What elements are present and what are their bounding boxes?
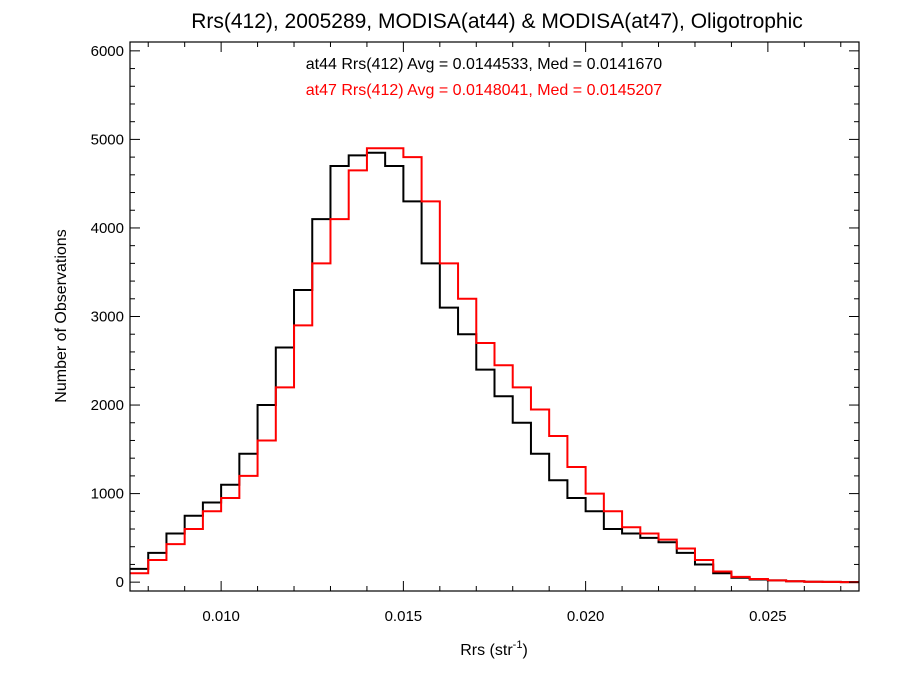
annotation-at47: at47 Rrs(412) Avg = 0.0148041, Med = 0.0… [306,82,663,99]
plot-lines [130,147,859,584]
y-tick-label: 4000 [91,220,124,237]
x-tick-label: 0.015 [385,608,423,625]
y-tick-label: 1000 [91,486,124,503]
y-axis-label: Number of Observations [53,229,70,402]
x-axis-label-close: ) [522,642,527,659]
x-tick-label: 0.020 [567,608,605,625]
annotation-at44: at44 Rrs(412) Avg = 0.0144533, Med = 0.0… [306,56,663,73]
x-axis-label-sup: -1 [513,639,523,651]
y-axis: 0 1000 2000 3000 4000 5000 6000 [91,43,859,591]
chart-title: Rrs(412), 2005289, MODISA(at44) & MODISA… [191,10,803,33]
x-axis-label: Rrs (str-1) [460,639,528,659]
y-tick-label: 3000 [91,309,124,326]
x-axis: 0.010 0.015 0.020 0.025 [147,42,842,625]
x-tick-label: 0.010 [202,608,240,625]
y-tick-label: 0 [116,574,124,591]
plot-frame [129,41,860,592]
series-line-0 [130,151,859,584]
y-tick-label: 2000 [91,397,124,414]
series-line-1 [130,147,859,584]
y-tick-label: 5000 [91,131,124,148]
y-tick-label: 6000 [91,43,124,60]
x-axis-label-main: Rrs (str [460,642,513,659]
x-tick-label: 0.025 [749,608,787,625]
